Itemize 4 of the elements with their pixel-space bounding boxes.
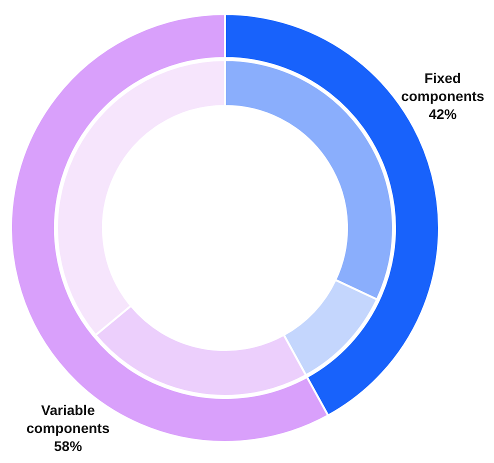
data-label: 42% xyxy=(428,106,458,122)
slice-label: Fixed components xyxy=(401,70,485,104)
data-label: 58% xyxy=(54,438,83,454)
slice-label: Variable components xyxy=(26,402,110,436)
